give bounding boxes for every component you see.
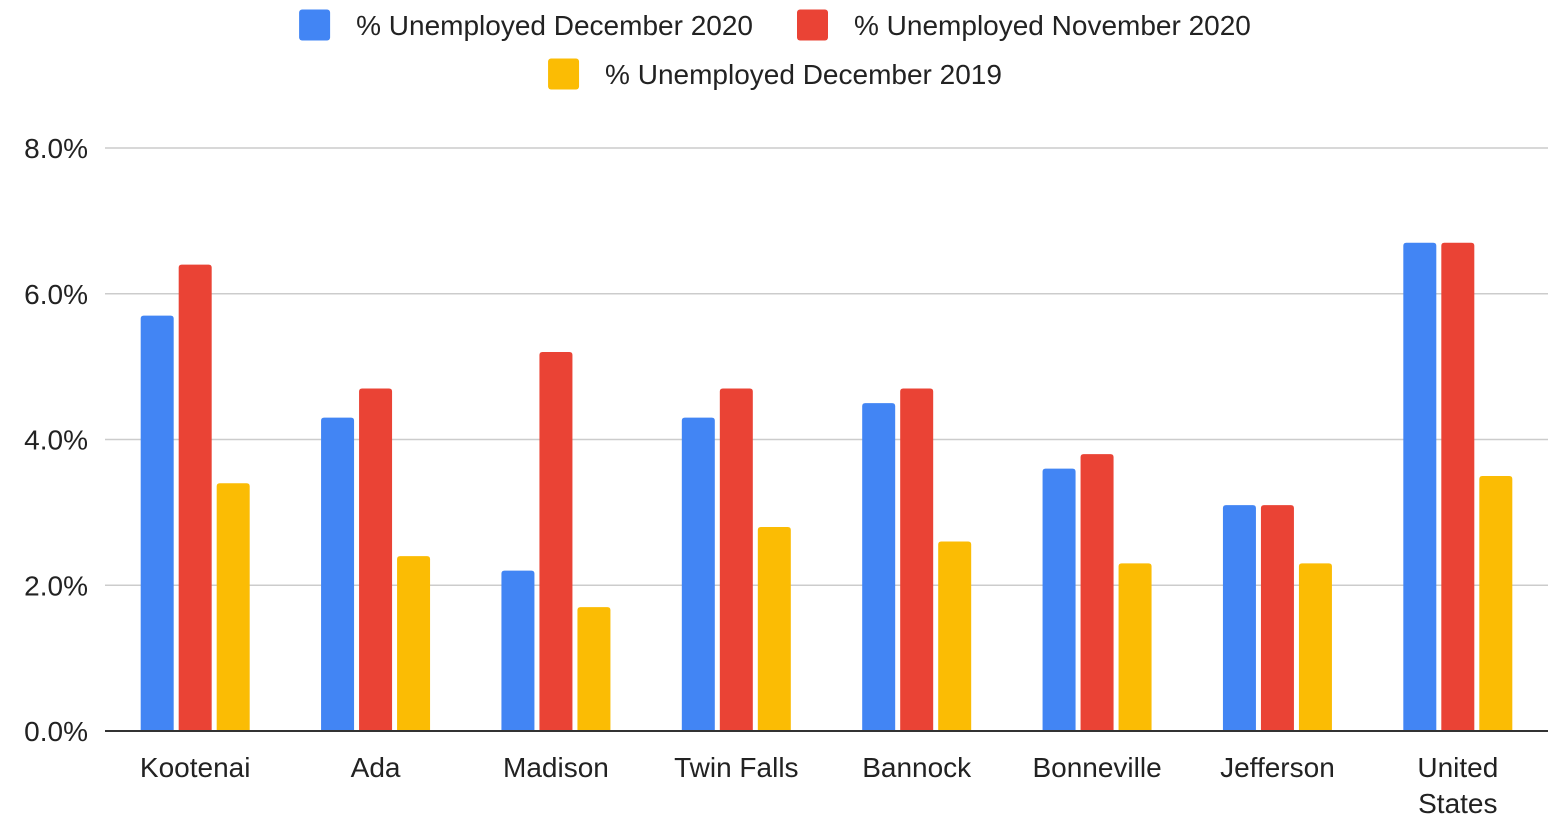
bar bbox=[216, 483, 250, 731]
y-tick-label: 2.0% bbox=[24, 570, 88, 601]
bar bbox=[140, 315, 174, 731]
y-tick-label: 8.0% bbox=[24, 133, 88, 164]
bar bbox=[1260, 505, 1294, 731]
bar bbox=[757, 526, 791, 731]
legend-swatch bbox=[548, 58, 580, 90]
x-tick-label: Madison bbox=[503, 752, 609, 783]
x-axis: Kootenai Ada Madison Twin Falls Bannock Bonne… bbox=[105, 730, 1548, 819]
legend-label: % Unemployed December 2020 bbox=[356, 10, 753, 41]
x-tick-label: Jefferson bbox=[1220, 752, 1335, 783]
x-tick-label: Twin Falls bbox=[674, 752, 798, 783]
bar bbox=[539, 352, 573, 731]
x-tick-label: Bannock bbox=[862, 752, 972, 783]
y-tick-label: 6.0% bbox=[24, 279, 88, 310]
bar bbox=[359, 388, 393, 731]
x-tick-label: Bonneville bbox=[1032, 752, 1161, 783]
bar bbox=[1403, 242, 1437, 732]
y-tick-label: 4.0% bbox=[24, 425, 88, 456]
legend-item: % Unemployed December 2020 bbox=[299, 9, 753, 41]
bar bbox=[1222, 505, 1256, 731]
y-axis: 0.0% 2.0% 4.0% 6.0% 8.0% bbox=[24, 133, 88, 747]
legend-label: % Unemployed November 2020 bbox=[854, 10, 1251, 41]
bar bbox=[321, 417, 355, 731]
bar bbox=[681, 417, 715, 731]
bars bbox=[140, 242, 1513, 732]
x-tick-label: Kootenai bbox=[140, 752, 251, 783]
bar bbox=[938, 541, 972, 731]
legend: % Unemployed December 2020 % Unemployed N… bbox=[299, 9, 1251, 90]
bar bbox=[577, 607, 611, 731]
legend-item: % Unemployed December 2019 bbox=[548, 58, 1002, 90]
bar bbox=[862, 403, 896, 731]
bar bbox=[1080, 454, 1114, 731]
bar bbox=[178, 264, 212, 731]
bar bbox=[900, 388, 934, 731]
legend-swatch bbox=[299, 9, 331, 41]
legend-item: % Unemployed November 2020 bbox=[797, 9, 1251, 41]
bar bbox=[1042, 468, 1076, 731]
bar bbox=[501, 570, 535, 731]
x-tick-label: Ada bbox=[351, 752, 401, 783]
bar bbox=[1118, 563, 1152, 731]
legend-label: % Unemployed December 2019 bbox=[605, 59, 1002, 90]
y-tick-label: 0.0% bbox=[24, 716, 88, 747]
bar bbox=[1479, 475, 1513, 731]
bar bbox=[1441, 242, 1475, 732]
x-tick-label: United States bbox=[1417, 752, 1498, 819]
bar bbox=[397, 556, 431, 731]
legend-swatch bbox=[797, 9, 828, 41]
bar bbox=[1298, 563, 1332, 731]
bar bbox=[719, 388, 753, 731]
